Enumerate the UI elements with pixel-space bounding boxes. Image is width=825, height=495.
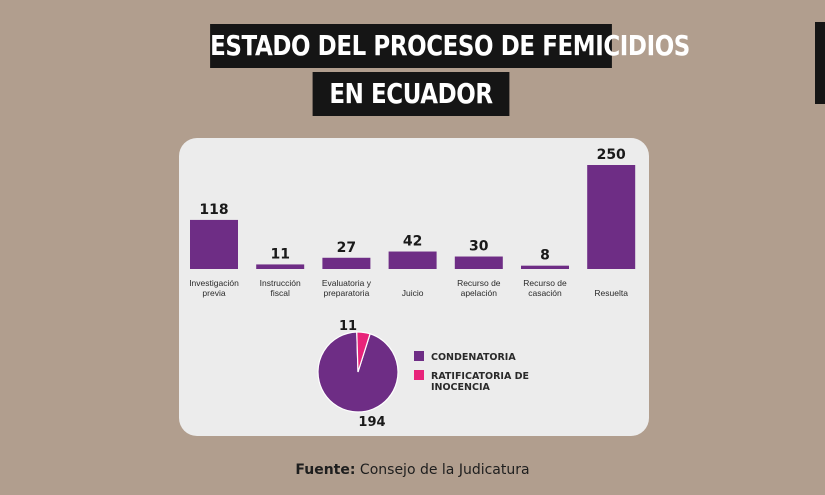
category-label-0-0: Investigación bbox=[189, 278, 239, 288]
bar-4 bbox=[454, 256, 503, 269]
title-line-2: EN ECUADOR bbox=[312, 72, 510, 116]
bar-value-3: 42 bbox=[403, 234, 422, 250]
bar-0 bbox=[190, 219, 238, 269]
legend-swatch-0 bbox=[414, 351, 424, 361]
bar-value-6: 250 bbox=[597, 147, 626, 163]
bar-value-1: 11 bbox=[270, 246, 289, 262]
category-label-1-0: Instrucción bbox=[260, 278, 301, 288]
bar-2 bbox=[322, 257, 371, 269]
source-text: Consejo de la Judicatura bbox=[355, 462, 530, 478]
category-label-2-1: preparatoria bbox=[323, 288, 369, 298]
bar-6 bbox=[587, 165, 636, 269]
category-label-0-1: previa bbox=[202, 288, 225, 298]
pie-value-condenatoria: 194 bbox=[358, 415, 385, 430]
legend-label-1-1: INOCENCIA bbox=[431, 382, 490, 393]
legend-label-1-0: RATIFICATORIA DE bbox=[431, 371, 529, 382]
edge-decoration bbox=[815, 22, 825, 104]
category-label-2-0: Evaluatoria y bbox=[322, 278, 372, 288]
source-note: Fuente: Consejo de la Judicatura bbox=[0, 462, 825, 478]
category-label-5-1: casación bbox=[528, 288, 562, 298]
chart-card bbox=[179, 138, 649, 436]
pie-value-ratificatoria: 11 bbox=[339, 319, 357, 334]
bar-1 bbox=[256, 264, 305, 269]
title-line-1: ESTADO DEL PROCESO DE FEMICIDIOS bbox=[210, 24, 690, 68]
category-label-4-1: apelación bbox=[461, 288, 498, 298]
bar-value-4: 30 bbox=[469, 239, 489, 255]
category-label-1-1: fiscal bbox=[271, 288, 290, 298]
bar-5 bbox=[521, 265, 569, 269]
bar-value-2: 27 bbox=[337, 240, 356, 256]
category-label-6-0: Resuelta bbox=[594, 288, 628, 298]
legend-swatch-1 bbox=[414, 370, 424, 380]
category-label-5-0: Recurso de bbox=[523, 278, 567, 288]
category-label-4-0: Recurso de bbox=[457, 278, 501, 288]
bar-value-5: 8 bbox=[540, 248, 550, 264]
pie-slice-ratificatoria bbox=[356, 331, 371, 373]
category-label-3-0: Juicio bbox=[402, 288, 424, 298]
legend-label-0-0: CONDENATORIA bbox=[431, 352, 516, 363]
source-label: Fuente: bbox=[295, 462, 356, 478]
bar-3 bbox=[388, 251, 437, 269]
bar-value-0: 118 bbox=[199, 202, 228, 218]
